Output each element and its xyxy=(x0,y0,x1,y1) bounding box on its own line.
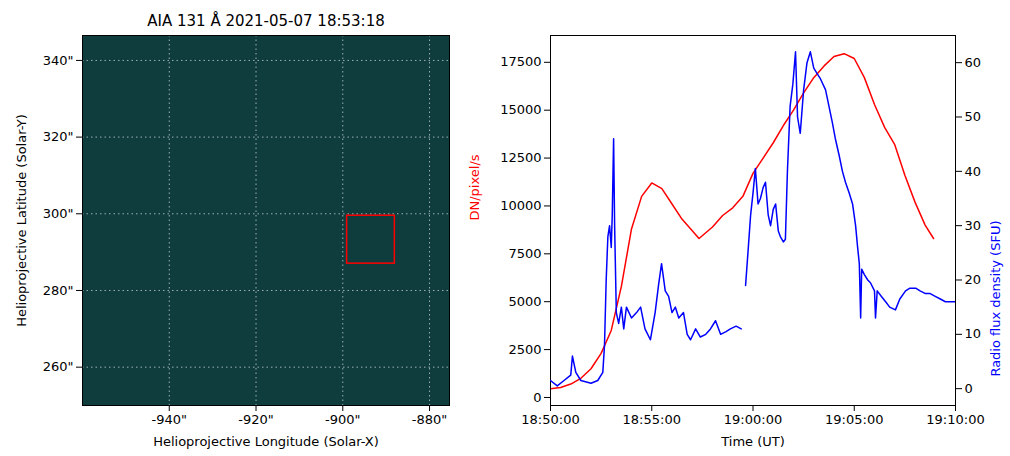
svg-text:50: 50 xyxy=(965,109,982,124)
svg-text:18:55:00: 18:55:00 xyxy=(623,412,681,427)
svg-text:20: 20 xyxy=(965,272,982,287)
svg-text:Helioprojective Latitude (Sola: Helioprojective Latitude (Solar-Y) xyxy=(14,114,29,327)
svg-text:19:00:00: 19:00:00 xyxy=(724,412,782,427)
svg-text:DN/pixel/s: DN/pixel/s xyxy=(467,154,482,220)
svg-text:280": 280" xyxy=(43,283,74,298)
svg-text:-940": -940" xyxy=(152,412,187,427)
svg-text:17500: 17500 xyxy=(500,54,541,69)
svg-text:340": 340" xyxy=(43,53,74,68)
svg-text:Helioprojective Longitude (Sol: Helioprojective Longitude (Solar-X) xyxy=(153,434,379,449)
svg-text:320": 320" xyxy=(43,129,74,144)
svg-text:19:10:00: 19:10:00 xyxy=(926,412,984,427)
svg-text:60: 60 xyxy=(965,55,982,70)
svg-text:10: 10 xyxy=(965,326,982,341)
svg-text:5000: 5000 xyxy=(508,294,541,309)
svg-text:7500: 7500 xyxy=(508,246,541,261)
svg-text:19:05:00: 19:05:00 xyxy=(825,412,883,427)
svg-text:300": 300" xyxy=(43,206,74,221)
svg-text:10000: 10000 xyxy=(500,198,541,213)
svg-text:260": 260" xyxy=(43,359,74,374)
svg-text:Time (UT): Time (UT) xyxy=(720,434,785,449)
svg-text:-920": -920" xyxy=(238,412,273,427)
svg-text:-880": -880" xyxy=(412,412,447,427)
svg-text:-900": -900" xyxy=(325,412,360,427)
svg-text:18:50:00: 18:50:00 xyxy=(521,412,579,427)
svg-text:AIA 131 Å 2021-05-07 18:53:18: AIA 131 Å 2021-05-07 18:53:18 xyxy=(147,11,384,30)
svg-text:2500: 2500 xyxy=(508,342,541,357)
svg-text:30: 30 xyxy=(965,218,982,233)
svg-text:0: 0 xyxy=(533,390,541,405)
svg-text:15000: 15000 xyxy=(500,102,541,117)
svg-text:0: 0 xyxy=(965,381,973,396)
svg-text:Radio flux density (SFU): Radio flux density (SFU) xyxy=(988,221,1003,377)
svg-text:12500: 12500 xyxy=(500,150,541,165)
svg-text:40: 40 xyxy=(965,163,982,178)
